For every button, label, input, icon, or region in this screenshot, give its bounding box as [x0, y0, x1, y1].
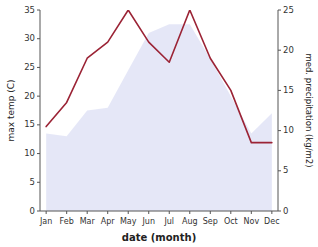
x-tick-label: Aug: [182, 217, 198, 226]
precipitation-line: [46, 10, 272, 143]
y-tick: [37, 96, 40, 97]
y-tick-label: 10: [24, 148, 35, 158]
y-tick-label: 15: [24, 119, 35, 129]
x-axis-line: [40, 211, 278, 212]
x-tick: [46, 211, 47, 214]
y-tick-label: 35: [24, 5, 35, 15]
x-tick: [128, 211, 129, 214]
y-tick: [37, 124, 40, 125]
y2-axis-label: med. precipitation (kg/m2): [304, 53, 314, 167]
x-tick: [148, 211, 149, 214]
y-tick: [37, 10, 40, 11]
marks: [46, 10, 272, 211]
x-tick-label: Jul: [163, 217, 174, 226]
x-tick-label: Sep: [203, 217, 218, 226]
x-tick: [271, 211, 272, 214]
y-axis-label: max temp (C): [6, 79, 16, 141]
chart: 0 5 10 15 20 25 30 35 0 5 10 15 20 25 Jan Feb Mar Apr May J…: [0, 0, 318, 247]
y2-tick-label: 5: [283, 165, 288, 175]
y-tick-label: 30: [24, 33, 35, 43]
x-tick: [230, 211, 231, 214]
x-tick: [107, 211, 108, 214]
y-tick-label: 20: [24, 91, 35, 101]
y-tick: [37, 38, 40, 39]
y-tick: [37, 153, 40, 154]
x-tick-label: Mar: [80, 217, 96, 226]
x-tick-label: Apr: [101, 217, 116, 226]
y-tick-label: 5: [30, 177, 35, 187]
x-tick-label: Jun: [141, 217, 155, 226]
y2-tick: [278, 170, 281, 171]
y-tick-label: 25: [24, 62, 35, 72]
x-tick-label: Oct: [224, 217, 238, 226]
y2-tick-label: 25: [283, 5, 294, 15]
y-axis-line: [40, 10, 41, 211]
y-tick: [37, 182, 40, 183]
x-tick-label: Dec: [264, 217, 279, 226]
y2-tick-label: 10: [283, 125, 294, 135]
y2-tick-label: 0: [283, 206, 288, 216]
y-tick-label: 0: [30, 206, 35, 216]
y2-tick: [278, 211, 281, 212]
x-axis-label: date (month): [122, 232, 196, 243]
y-tick: [37, 211, 40, 212]
x-tick: [189, 211, 190, 214]
y2-tick: [278, 130, 281, 131]
x-tick-label: Nov: [244, 217, 260, 226]
y2-tick: [278, 50, 281, 51]
x-tick: [251, 211, 252, 214]
y2-axis-line: [278, 10, 279, 211]
y2-tick: [278, 90, 281, 91]
x-tick-label: May: [120, 217, 137, 226]
y2-tick-label: 15: [283, 85, 294, 95]
y-tick: [37, 67, 40, 68]
x-tick: [169, 211, 170, 214]
x-tick: [210, 211, 211, 214]
x-tick: [87, 211, 88, 214]
x-tick-label: Feb: [60, 217, 74, 226]
x-tick-label: Jan: [39, 217, 52, 226]
x-tick: [66, 211, 67, 214]
y2-tick-label: 20: [283, 45, 294, 55]
y2-tick: [278, 10, 281, 11]
